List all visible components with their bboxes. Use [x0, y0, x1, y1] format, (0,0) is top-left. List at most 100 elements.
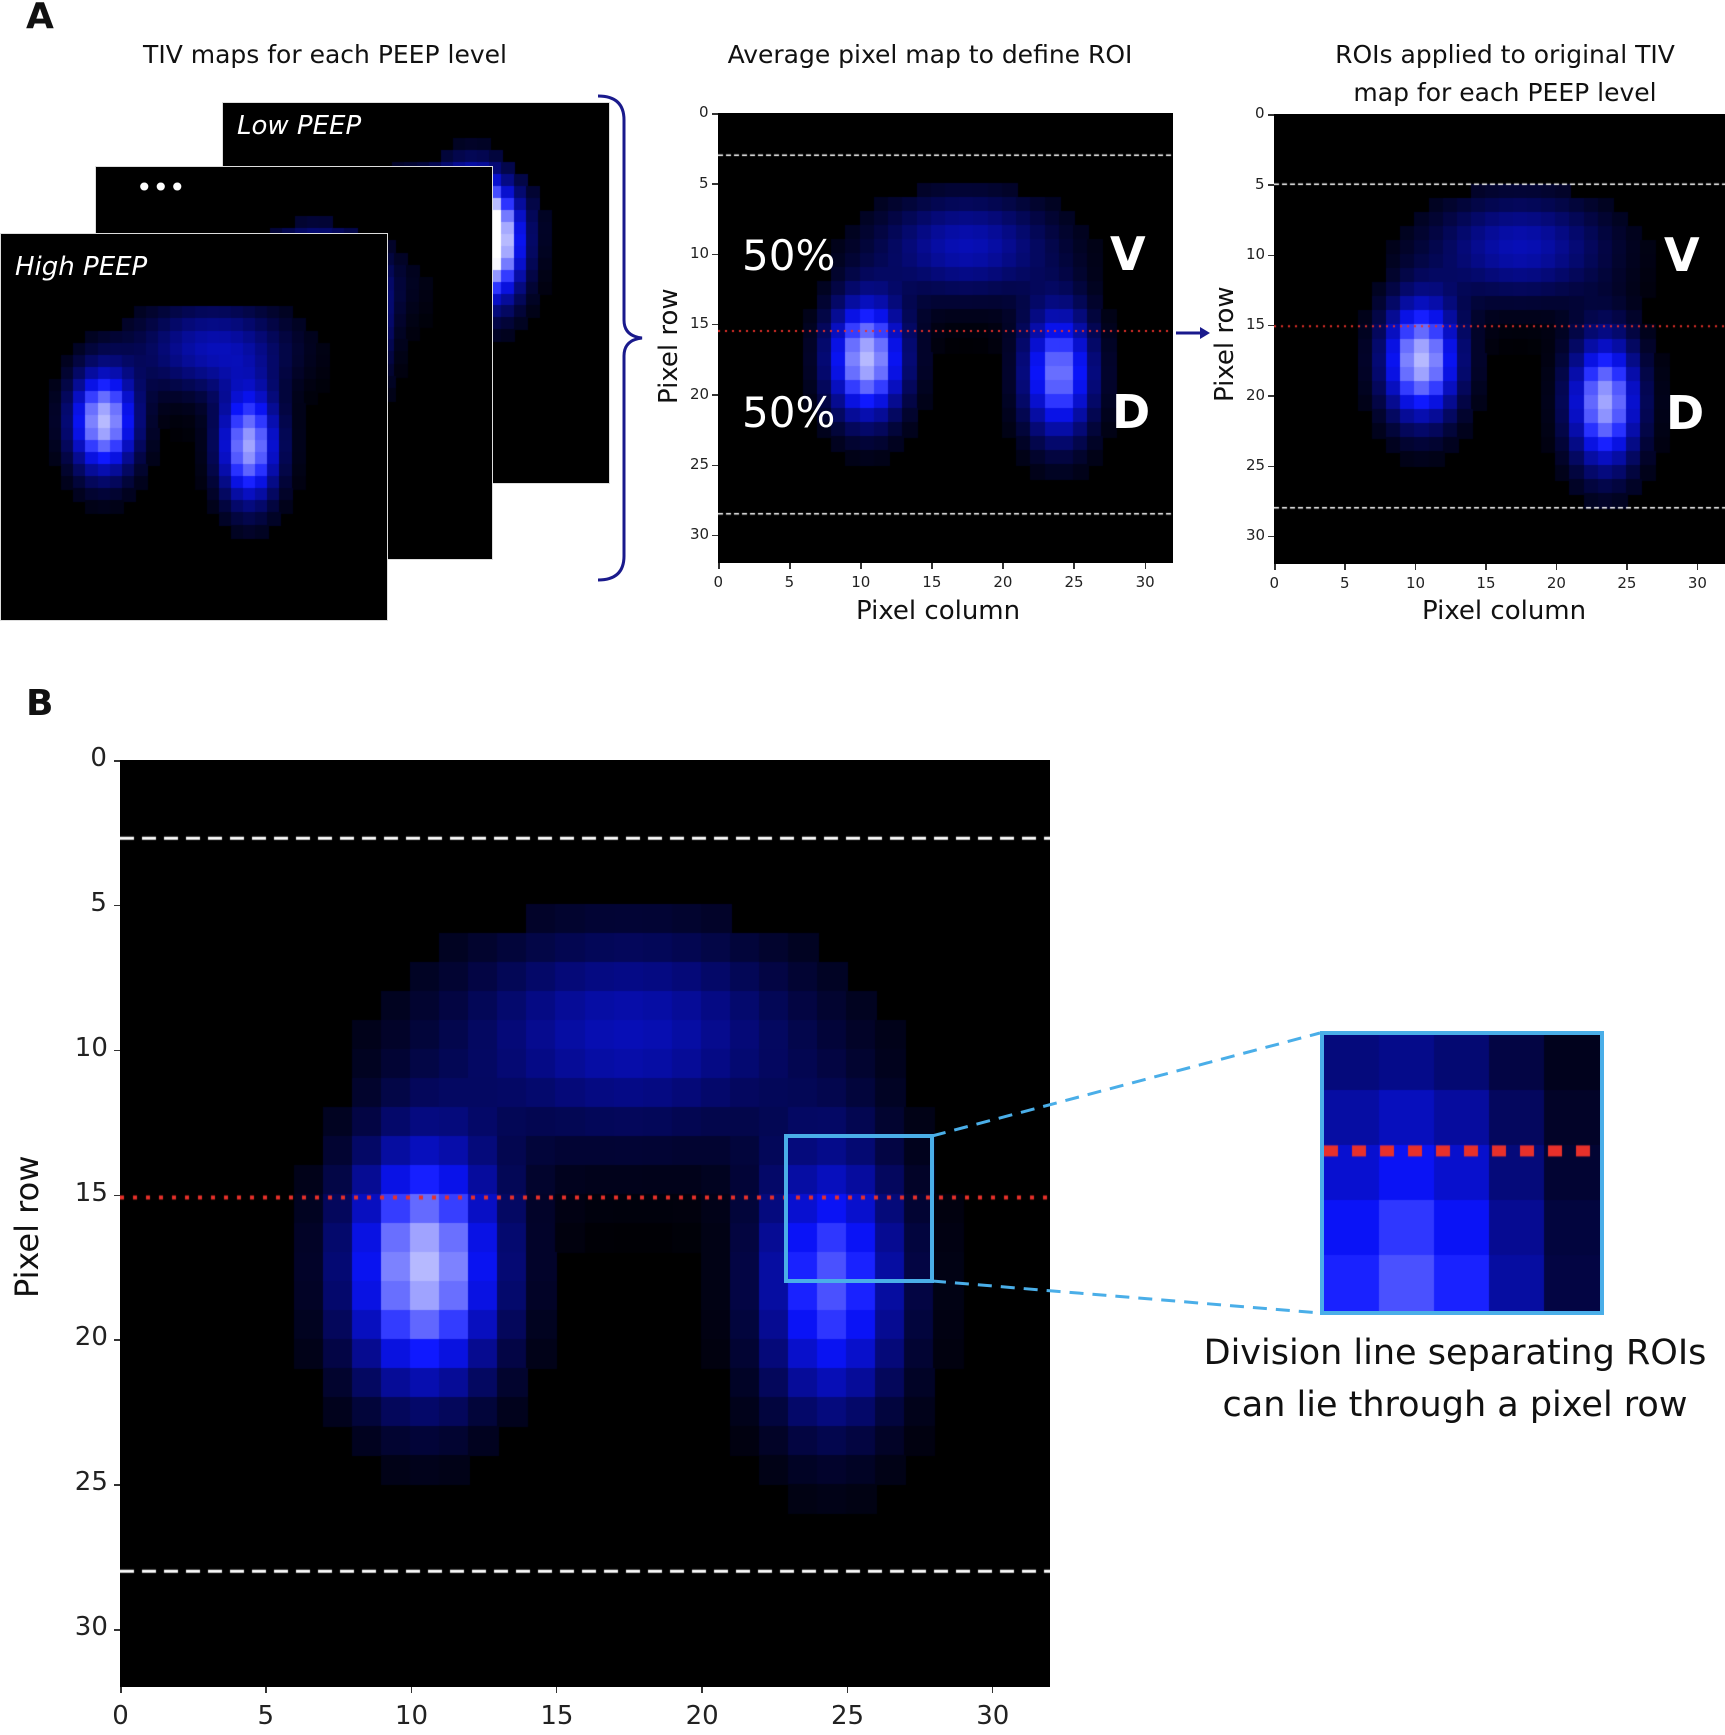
y-tick-mark	[1268, 395, 1274, 397]
y-tick-mark	[1268, 324, 1274, 327]
x-tick-mark	[1626, 564, 1628, 570]
y-tick-mark	[712, 323, 718, 326]
average-map-title: Average pixel map to define ROI	[727, 40, 1133, 69]
x-tick-mark	[1144, 563, 1147, 569]
x-tick-mark	[991, 1687, 994, 1693]
y-tick-label: 15	[74, 1177, 108, 1208]
dorsal-label: D	[1112, 385, 1151, 439]
x-tick-mark	[846, 1687, 849, 1693]
x-tick-label: 15	[1476, 574, 1496, 592]
y-tick-mark	[1268, 535, 1274, 538]
x-tick-label: 25	[1064, 573, 1084, 591]
detail-pixel-map	[120, 760, 1050, 1687]
ventral-label: V	[1110, 227, 1146, 281]
x-tick-label: 5	[784, 573, 795, 591]
y-tick-label: 10	[690, 243, 710, 262]
y-tick-label: 20	[74, 1322, 108, 1353]
y-tick-label: 20	[690, 384, 710, 403]
x-tick-label: 30	[1135, 573, 1155, 591]
x-tick-mark	[1073, 563, 1075, 569]
x-tick-label: 20	[993, 573, 1013, 591]
x-tick-label: 5	[1339, 574, 1350, 592]
y-tick-mark	[712, 113, 718, 115]
high-peep-map: High PEEP	[0, 233, 388, 621]
average-map-xlabel: Pixel column	[856, 596, 1021, 626]
x-tick-mark	[1696, 564, 1699, 570]
x-tick-mark	[1002, 563, 1004, 569]
y-tick-mark	[712, 464, 718, 467]
y-tick-mark	[712, 394, 718, 396]
roi-map-title: ROIs applied to original TIV map for eac…	[1270, 36, 1725, 112]
x-tick-label: 0	[112, 1701, 129, 1731]
y-tick-mark	[114, 1339, 120, 1341]
zoom-region-box	[784, 1134, 934, 1283]
x-tick-mark	[718, 563, 720, 569]
y-tick-label: 10	[1246, 244, 1266, 263]
caption-line2: can lie through a pixel row	[1222, 1385, 1688, 1425]
roi-pixel-map: V D	[1274, 114, 1725, 564]
x-tick-label: 25	[1617, 574, 1637, 592]
lower-percent-label: 50%	[742, 388, 836, 437]
y-tick-label: 5	[1255, 174, 1265, 193]
y-tick-label: 20	[1246, 385, 1266, 404]
y-tick-mark	[1268, 184, 1274, 186]
x-tick-mark	[931, 563, 933, 569]
x-tick-label: 30	[1687, 574, 1707, 592]
y-tick-mark	[114, 904, 120, 907]
y-tick-mark	[114, 1194, 120, 1197]
y-tick-label: 30	[690, 525, 710, 544]
x-tick-label: 0	[713, 573, 724, 591]
y-tick-mark	[114, 760, 120, 762]
y-tick-mark	[114, 1484, 120, 1486]
zoomed-inset	[1320, 1031, 1604, 1315]
roi-map-title-line1: ROIs applied to original TIV	[1335, 40, 1675, 69]
x-tick-mark	[120, 1687, 122, 1693]
y-tick-mark	[712, 253, 718, 256]
y-tick-mark	[114, 1049, 120, 1052]
x-tick-mark	[1414, 564, 1417, 570]
roi-map-title-line2: map for each PEEP level	[1353, 78, 1657, 107]
y-tick-label: 30	[1246, 526, 1266, 545]
stack-bracket	[597, 94, 1210, 582]
x-tick-mark	[701, 1687, 703, 1693]
x-tick-label: 5	[257, 1701, 275, 1731]
x-tick-mark	[1555, 564, 1558, 570]
y-tick-label: 0	[1255, 104, 1265, 123]
y-tick-label: 5	[90, 887, 107, 918]
x-tick-mark	[1485, 564, 1487, 570]
roi-map-xlabel: Pixel column	[1422, 596, 1587, 626]
average-pixel-map: 50% 50% V D	[718, 113, 1173, 563]
x-tick-mark	[1274, 564, 1276, 570]
y-tick-label: 15	[1246, 315, 1266, 334]
y-tick-mark	[1268, 254, 1274, 257]
x-tick-label: 25	[830, 1701, 865, 1731]
x-tick-label: 10	[395, 1701, 429, 1731]
y-tick-label: 25	[1246, 455, 1266, 474]
inset-caption: Division line separating ROIs can lie th…	[1185, 1327, 1725, 1431]
x-tick-mark	[265, 1687, 267, 1693]
y-tick-mark	[712, 183, 718, 185]
caption-line1: Division line separating ROIs	[1203, 1333, 1707, 1373]
y-tick-label: 15	[690, 314, 710, 333]
panel-b-letter: B	[26, 683, 54, 724]
x-tick-mark	[860, 563, 862, 569]
roi-ventral-label: V	[1664, 228, 1700, 282]
y-tick-label: 10	[74, 1032, 108, 1063]
roi-dorsal-label: D	[1666, 386, 1705, 440]
x-tick-mark	[410, 1687, 413, 1693]
x-tick-label: 30	[976, 1701, 1010, 1731]
x-tick-label: 15	[540, 1701, 574, 1731]
y-tick-mark	[712, 534, 718, 537]
x-tick-label: 20	[1546, 574, 1566, 592]
x-tick-label: 10	[851, 573, 871, 591]
x-tick-mark	[789, 563, 791, 569]
x-tick-label: 15	[922, 573, 942, 591]
x-tick-mark	[1344, 564, 1346, 570]
y-tick-mark	[1268, 114, 1274, 116]
ellipsis-label: •••	[136, 171, 186, 204]
high-peep-label: High PEEP	[15, 252, 148, 282]
y-tick-label: 30	[74, 1612, 108, 1643]
y-tick-label: 0	[90, 743, 107, 774]
stack-title: TIV maps for each PEEP level	[143, 40, 507, 69]
